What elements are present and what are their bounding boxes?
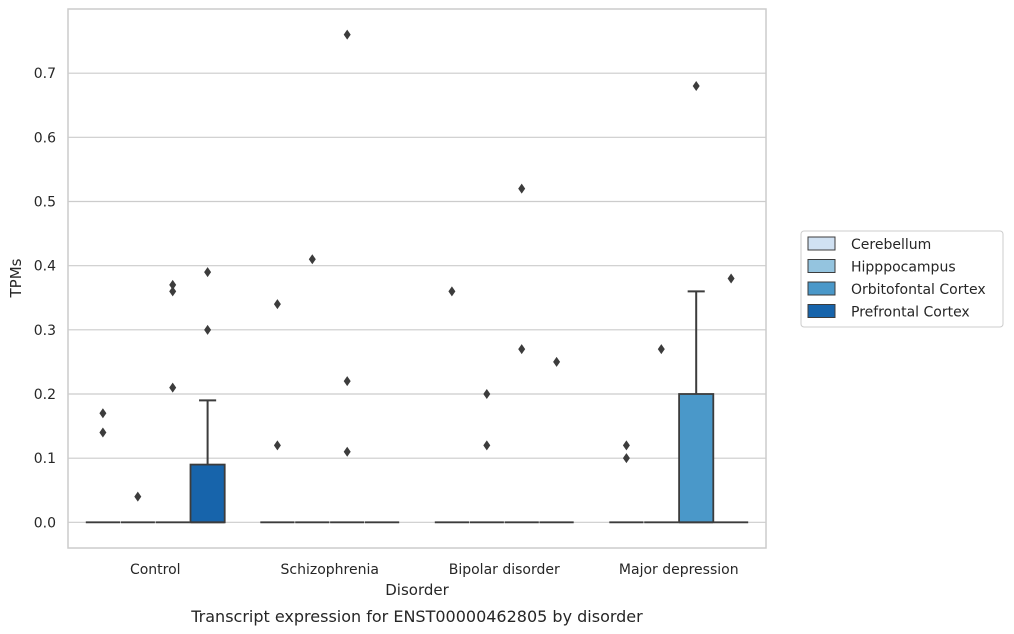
outlier-point	[99, 408, 107, 419]
boxes	[85, 290, 749, 524]
y-tick-label: 0.2	[34, 387, 56, 403]
x-axis-label: Disorder	[385, 581, 449, 599]
outlier-point	[518, 344, 526, 355]
y-tick-label: 0.0	[34, 515, 56, 531]
outlier-point	[204, 324, 212, 335]
plot-area	[67, 8, 767, 549]
outlier-point	[518, 183, 526, 194]
outlier-point	[343, 376, 351, 387]
x-tick-label: Major depression	[619, 562, 739, 578]
outlier-point	[204, 267, 212, 278]
gridlines	[68, 72, 766, 523]
legend-swatch	[807, 281, 836, 296]
outlier-point	[273, 440, 281, 451]
y-axis-label: TPMs	[7, 258, 25, 298]
x-axis-ticks: Control Schizophrenia Bipolar disorder Majo…	[130, 562, 739, 578]
y-tick-label: 0.3	[34, 323, 56, 339]
legend-swatch	[807, 236, 836, 251]
y-tick-label: 0.1	[34, 451, 56, 467]
legend-swatch	[807, 304, 836, 318]
y-tick-label: 0.5	[34, 195, 56, 211]
legend-frame	[800, 230, 1004, 328]
outliers	[99, 29, 735, 502]
outlier-point	[727, 273, 735, 284]
outlier-point	[657, 344, 665, 355]
outlier-point	[99, 427, 107, 438]
box	[678, 393, 715, 524]
x-tick-label: Control	[130, 562, 181, 578]
outlier-point	[622, 440, 630, 451]
legend-label: Cerebellum	[851, 237, 931, 253]
legend-swatch	[807, 259, 836, 273]
legend: Cerebellum Hipppocampus Orbitofontal Corte…	[800, 230, 1004, 328]
outlier-point	[169, 279, 177, 290]
legend-label: Prefrontal Cortex	[851, 305, 970, 321]
y-tick-label: 0.7	[34, 66, 56, 82]
outlier-point	[343, 29, 351, 40]
outlier-point	[448, 286, 456, 297]
x-tick-label: Bipolar disorder	[449, 562, 560, 578]
outlier-point	[343, 446, 351, 457]
y-axis-ticks: 0.0 0.1 0.2 0.3 0.4 0.5 0.6 0.7	[34, 66, 56, 531]
y-tick-label: 0.6	[34, 130, 56, 146]
outlier-point	[273, 299, 281, 310]
box	[189, 463, 226, 524]
outlier-point	[622, 453, 630, 464]
legend-label: Hipppocampus	[851, 260, 956, 276]
chart-caption: Transcript expression for ENST0000046280…	[190, 607, 643, 626]
x-tick-label: Schizophrenia	[281, 562, 379, 578]
outlier-point	[692, 81, 700, 91]
outlier-point	[169, 382, 177, 393]
outlier-point	[553, 356, 561, 367]
outlier-point	[308, 254, 316, 265]
outlier-point	[483, 389, 491, 399]
outlier-point	[134, 491, 142, 502]
y-tick-label: 0.4	[34, 259, 56, 275]
legend-label: Orbitofontal Cortex	[851, 282, 986, 298]
outlier-point	[169, 286, 177, 297]
outlier-point	[483, 440, 491, 451]
